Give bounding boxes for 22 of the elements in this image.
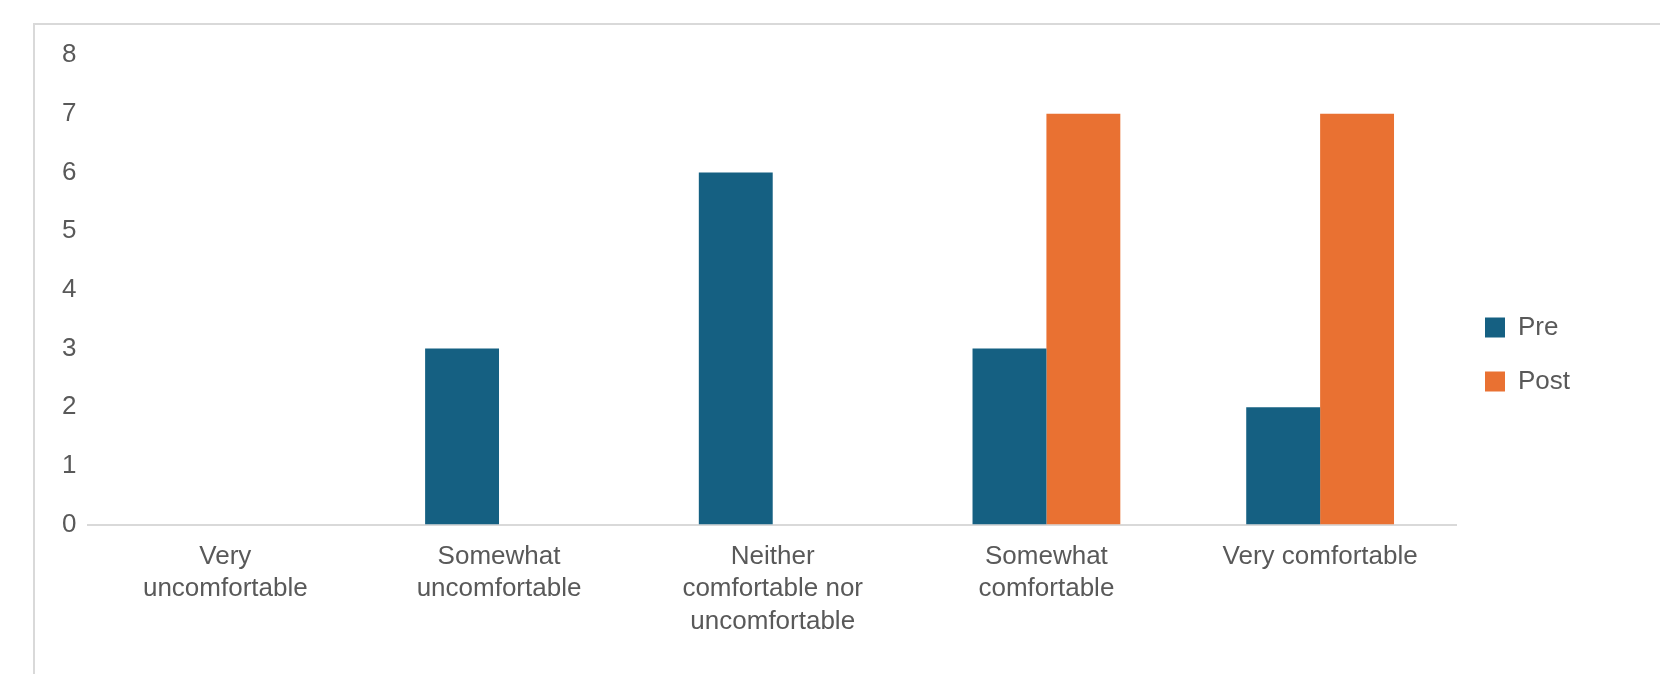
y-tick-label: 8 [61, 38, 77, 69]
bar [698, 172, 773, 525]
y-tick-label: 7 [61, 96, 77, 127]
bar [1320, 113, 1395, 525]
y-tick-label: 0 [61, 507, 77, 538]
bar [1246, 407, 1321, 525]
legend-label: Pre [1517, 310, 1559, 341]
y-tick-label: 4 [61, 272, 77, 303]
x-tick-label: Somewhat comfortable [978, 539, 1115, 603]
y-tick-label: 3 [61, 331, 77, 362]
legend-label: Post [1517, 364, 1571, 395]
bar [1046, 113, 1121, 525]
x-tick-label: Very comfortable [1222, 539, 1418, 570]
x-tick-label: Very uncomfortable [142, 539, 308, 603]
x-tick-label: Neither comfortable nor uncomfortable [682, 539, 864, 635]
bar [972, 348, 1047, 525]
y-tick-label: 6 [61, 155, 77, 186]
bar [425, 348, 500, 525]
y-tick-label: 2 [61, 390, 77, 421]
y-tick-label: 1 [61, 448, 77, 479]
x-tick-label: Somewhat uncomfortable [416, 539, 582, 603]
y-tick-label: 5 [61, 214, 77, 245]
